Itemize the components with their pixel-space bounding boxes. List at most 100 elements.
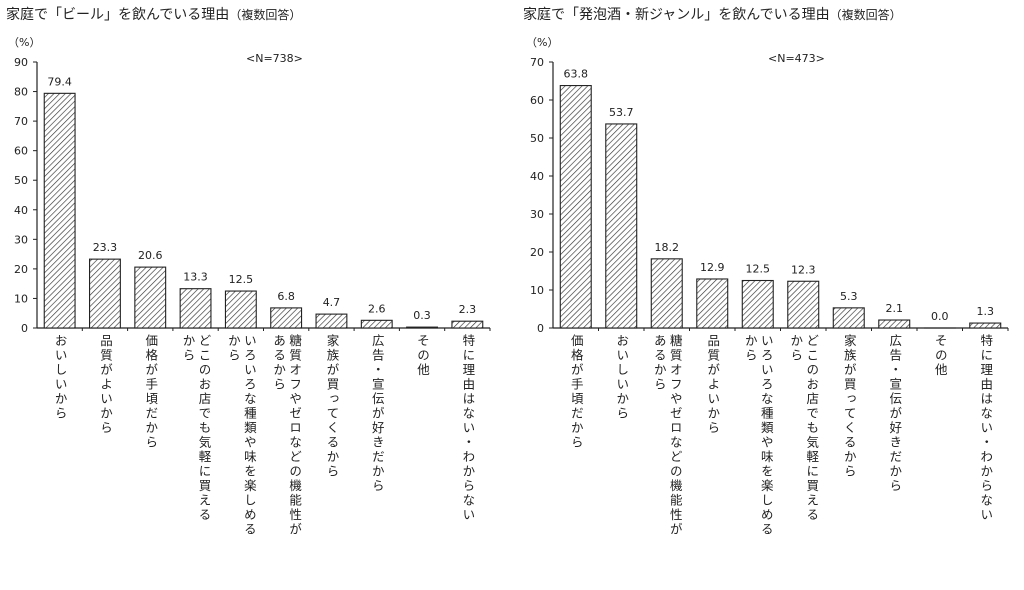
bar — [43, 92, 76, 329]
category-label-line: おいしいから — [52, 334, 68, 421]
category-label-line: どこのお店でも気軽に買える — [196, 334, 212, 523]
category-label: 価格が手頃だから — [142, 334, 158, 450]
category-label: 糖質オフやゼロなどの機能性が あるから — [651, 334, 683, 537]
bar — [224, 290, 257, 329]
title-text: 家庭で「発泡酒・新ジャンル」を飲んでいる理由 — [523, 7, 830, 23]
bar — [878, 319, 911, 329]
category-label-line: 糖質オフやゼロなどの機能性が — [667, 334, 683, 537]
bar-value-label: 63.8 — [564, 68, 589, 81]
bar-value-label: 13.3 — [183, 271, 208, 284]
category-label-line: から — [225, 334, 241, 363]
y-unit-happoshu: （%） — [526, 36, 559, 49]
y-tick-label: 40 — [14, 204, 28, 217]
y-tick-label: 70 — [530, 56, 544, 69]
bar — [315, 313, 348, 329]
bar-value-label: 1.3 — [977, 305, 995, 318]
category-label-line: 価格が手頃だから — [568, 334, 584, 450]
sample-size-happoshu: <N=473> — [768, 52, 825, 65]
y-tick-label: 60 — [14, 145, 28, 158]
bar — [832, 307, 865, 329]
category-label: どこのお店でも気軽に買える から — [787, 334, 819, 523]
category-label: その他 — [932, 334, 948, 378]
category-label-line: 家族が買ってくるから — [841, 334, 857, 479]
category-label: 家族が買ってくるから — [323, 334, 339, 479]
category-label: 品質がよいから — [97, 334, 113, 436]
bar-value-label: 53.7 — [609, 106, 634, 119]
category-label-line: から — [742, 334, 758, 363]
category-label-line: 広告・宣伝が好きだから — [369, 334, 385, 494]
category-label: いろいろな種類や味を楽しめる から — [225, 334, 257, 537]
sample-size-beer: <N=738> — [246, 52, 303, 65]
bar — [650, 258, 683, 329]
bar — [406, 326, 439, 329]
category-label-line: から — [180, 334, 196, 363]
bar — [88, 258, 121, 329]
y-tick-label: 30 — [530, 208, 544, 221]
bar — [787, 280, 820, 329]
category-label: 品質がよいから — [704, 334, 720, 436]
title-text: 家庭で「ビール」を飲んでいる理由 — [6, 7, 230, 23]
bar — [696, 278, 729, 329]
bar — [134, 266, 167, 329]
bar — [741, 279, 774, 329]
y-tick-label: 80 — [14, 86, 28, 99]
category-label-line: あるから — [651, 334, 667, 392]
y-tick-label: 0 — [537, 322, 544, 335]
category-label-line: 広告・宣伝が好きだから — [887, 334, 903, 494]
bar-value-label: 6.8 — [277, 290, 295, 303]
y-unit-beer: （%） — [8, 36, 41, 49]
bar-value-label: 12.5 — [746, 263, 771, 276]
y-tick-label: 50 — [14, 174, 28, 187]
title-note: （複数回答） — [829, 8, 902, 22]
bar-value-label: 20.6 — [138, 249, 163, 262]
category-label-line: その他 — [932, 334, 948, 378]
bar-value-label: 12.9 — [700, 261, 725, 274]
y-tick-label: 0 — [21, 322, 28, 335]
bar-value-label: 12.5 — [229, 273, 254, 286]
category-label-line: 家族が買ってくるから — [324, 334, 340, 479]
bar-value-label: 4.7 — [323, 296, 341, 309]
bar-value-label: 5.3 — [840, 290, 858, 303]
bar — [270, 307, 303, 329]
y-tick-label: 50 — [530, 132, 544, 145]
y-tick-label: 40 — [530, 170, 544, 183]
category-label-line: 価格が手頃だから — [143, 334, 159, 450]
bar — [179, 288, 212, 329]
chart-title-beer: 家庭で「ビール」を飲んでいる理由（複数回答） — [6, 4, 301, 24]
bar-value-label: 79.4 — [47, 75, 72, 88]
title-note: （複数回答） — [229, 8, 302, 22]
category-label: 広告・宣伝が好きだから — [369, 334, 385, 494]
category-label: 家族が買ってくるから — [841, 334, 857, 479]
category-label-line: いろいろな種類や味を楽しめる — [758, 334, 774, 537]
y-tick-label: 10 — [530, 284, 544, 297]
category-label: どこのお店でも気軽に買える から — [180, 334, 212, 523]
category-label: その他 — [414, 334, 430, 378]
category-label: 特に理由はない・わからない — [459, 334, 475, 523]
category-label-line: 特に理由はない・わからない — [460, 334, 476, 523]
category-label-line: から — [788, 334, 804, 363]
y-tick-label: 60 — [530, 94, 544, 107]
bar-value-label: 18.2 — [655, 241, 680, 254]
bar-value-label: 23.3 — [93, 241, 118, 254]
bar — [360, 319, 393, 329]
bar-value-label: 12.3 — [791, 263, 816, 276]
y-tick-label: 30 — [14, 233, 28, 246]
y-tick-label: 20 — [530, 246, 544, 259]
bar — [969, 322, 1002, 329]
y-tick-label: 90 — [14, 56, 28, 69]
bar-value-label: 2.3 — [459, 303, 477, 316]
y-tick-label: 70 — [14, 115, 28, 128]
category-label-line: 品質がよいから — [97, 334, 113, 436]
bar — [605, 123, 638, 329]
category-label: いろいろな種類や味を楽しめる から — [742, 334, 774, 537]
category-label: おいしいから — [613, 334, 629, 421]
category-label-line: おいしいから — [614, 334, 630, 421]
category-label-line: 特に理由はない・わからない — [978, 334, 994, 523]
bar — [559, 85, 592, 329]
category-label: おいしいから — [52, 334, 68, 421]
y-tick-label: 10 — [14, 292, 28, 305]
bar — [451, 320, 484, 329]
bar-value-label: 2.1 — [886, 302, 904, 315]
category-label-line: 品質がよいから — [705, 334, 721, 436]
